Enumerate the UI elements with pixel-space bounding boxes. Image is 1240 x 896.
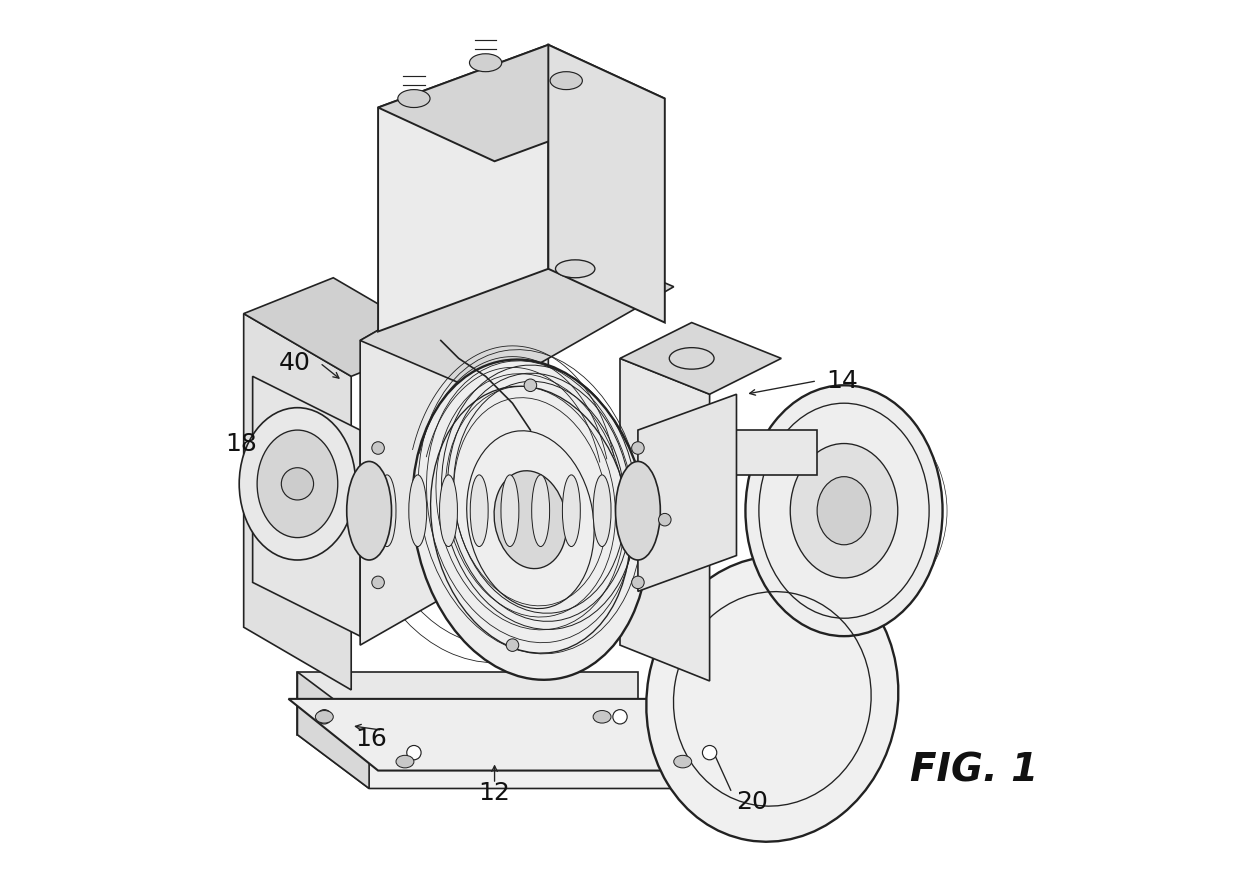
Ellipse shape: [439, 475, 458, 547]
Ellipse shape: [563, 475, 580, 547]
Circle shape: [506, 639, 518, 651]
Polygon shape: [298, 735, 709, 788]
Ellipse shape: [501, 475, 518, 547]
Ellipse shape: [378, 475, 396, 547]
Polygon shape: [244, 278, 440, 376]
Polygon shape: [244, 314, 351, 690]
Circle shape: [702, 745, 717, 760]
Ellipse shape: [593, 711, 611, 723]
Ellipse shape: [593, 475, 611, 547]
Ellipse shape: [556, 260, 595, 278]
Circle shape: [631, 442, 645, 454]
Circle shape: [317, 710, 331, 724]
Text: 40: 40: [279, 351, 311, 375]
Ellipse shape: [239, 408, 356, 560]
Ellipse shape: [409, 475, 427, 547]
Polygon shape: [253, 376, 360, 636]
Polygon shape: [378, 45, 665, 161]
Ellipse shape: [670, 348, 714, 369]
Circle shape: [281, 468, 314, 500]
Ellipse shape: [396, 755, 414, 768]
Ellipse shape: [470, 54, 502, 72]
Circle shape: [658, 513, 671, 526]
Polygon shape: [637, 394, 737, 591]
Ellipse shape: [532, 475, 549, 547]
Ellipse shape: [817, 477, 870, 545]
Ellipse shape: [673, 755, 692, 768]
Circle shape: [613, 710, 627, 724]
Polygon shape: [548, 45, 665, 323]
Circle shape: [407, 745, 422, 760]
Text: 18: 18: [226, 432, 257, 455]
Polygon shape: [298, 672, 370, 788]
Ellipse shape: [315, 711, 334, 723]
Polygon shape: [298, 672, 637, 735]
Circle shape: [372, 442, 384, 454]
Text: 20: 20: [737, 790, 769, 814]
Ellipse shape: [413, 359, 649, 680]
Ellipse shape: [745, 385, 942, 636]
Text: FIG. 1: FIG. 1: [910, 752, 1038, 789]
Ellipse shape: [615, 461, 661, 560]
Circle shape: [372, 576, 384, 589]
Ellipse shape: [470, 475, 489, 547]
Ellipse shape: [494, 470, 567, 569]
Polygon shape: [360, 233, 673, 394]
Ellipse shape: [398, 90, 430, 108]
Circle shape: [525, 379, 537, 392]
Text: 14: 14: [826, 369, 858, 392]
Text: 12: 12: [479, 781, 511, 805]
Ellipse shape: [551, 72, 583, 90]
Polygon shape: [620, 323, 781, 394]
Polygon shape: [289, 699, 754, 771]
Circle shape: [631, 576, 645, 589]
Ellipse shape: [257, 430, 337, 538]
Polygon shape: [360, 233, 548, 645]
Text: 16: 16: [355, 728, 387, 751]
Polygon shape: [620, 358, 709, 681]
Polygon shape: [728, 430, 817, 475]
Ellipse shape: [790, 444, 898, 578]
Ellipse shape: [646, 556, 898, 841]
Ellipse shape: [347, 461, 392, 560]
Polygon shape: [378, 45, 548, 332]
